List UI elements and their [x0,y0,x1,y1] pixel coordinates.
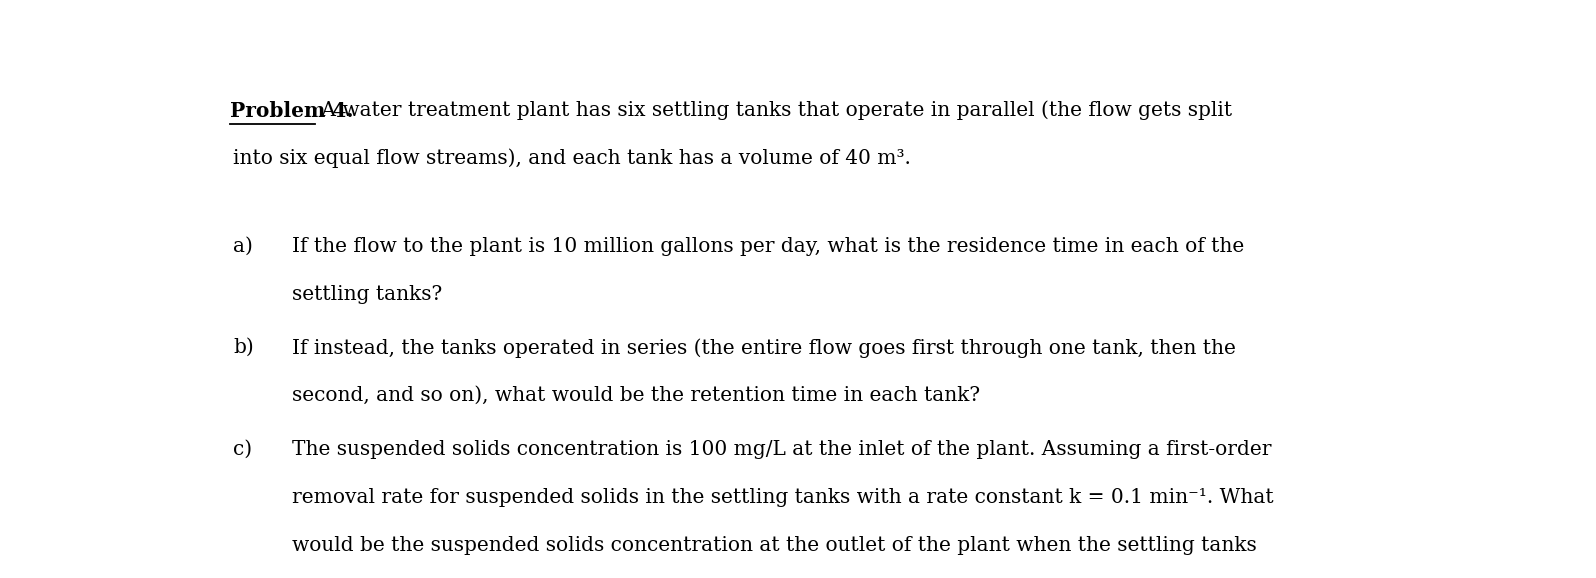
Text: settling tanks?: settling tanks? [292,285,442,304]
Text: A water treatment plant has six settling tanks that operate in parallel (the flo: A water treatment plant has six settling… [314,101,1232,120]
Text: removal rate for suspended solids in the settling tanks with a rate constant k =: removal rate for suspended solids in the… [292,488,1274,507]
Text: c): c) [233,440,252,459]
Text: second, and so on), what would be the retention time in each tank?: second, and so on), what would be the re… [292,386,980,405]
Text: would be the suspended solids concentration at the outlet of the plant when the : would be the suspended solids concentrat… [292,536,1258,555]
Text: a): a) [233,237,252,255]
Text: Problem 4.: Problem 4. [230,101,354,121]
Text: The suspended solids concentration is 100 mg/L at the inlet of the plant. Assumi: The suspended solids concentration is 10… [292,440,1272,459]
Text: into six equal flow streams), and each tank has a volume of 40 m³.: into six equal flow streams), and each t… [233,149,911,168]
Text: If instead, the tanks operated in series (the entire flow goes first through one: If instead, the tanks operated in series… [292,338,1237,358]
Text: If the flow to the plant is 10 million gallons per day, what is the residence ti: If the flow to the plant is 10 million g… [292,237,1245,255]
Text: b): b) [233,338,254,357]
